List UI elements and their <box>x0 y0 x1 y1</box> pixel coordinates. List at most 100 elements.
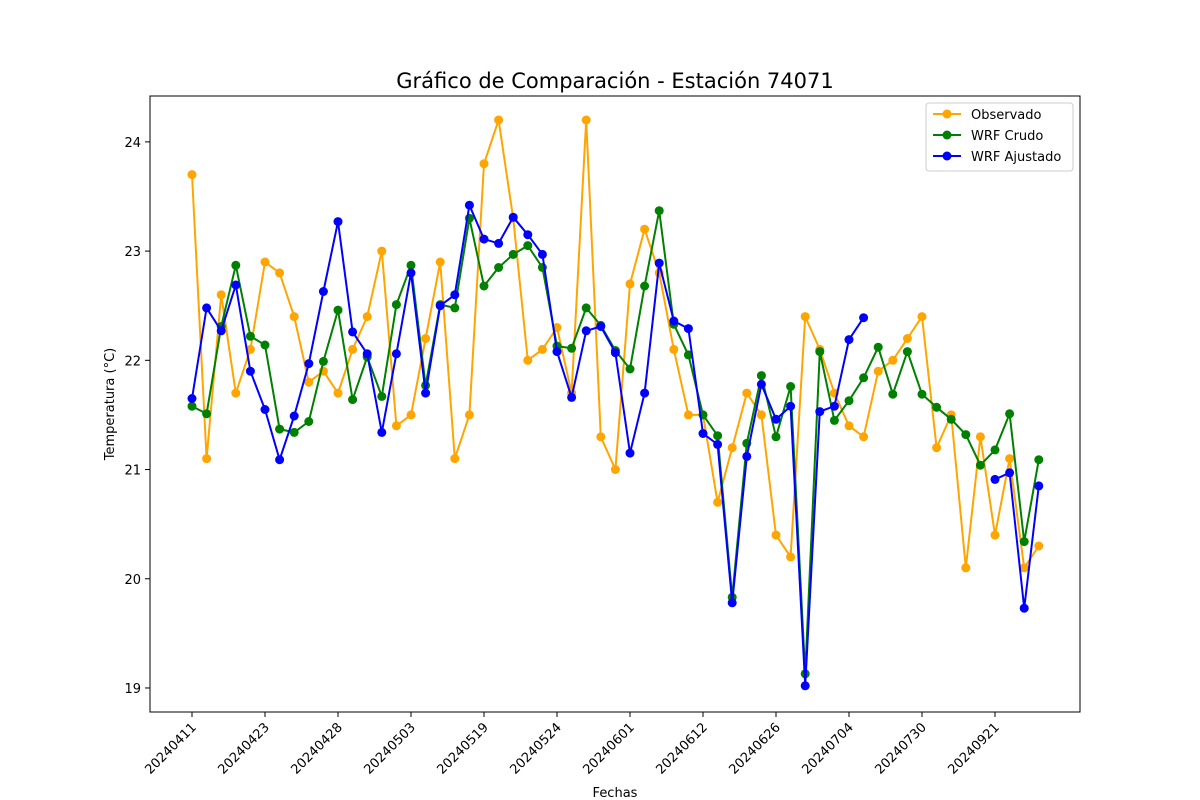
data-point-observado <box>990 530 1000 540</box>
data-point-wrf-ajustado <box>333 217 343 227</box>
data-point-wrf-ajustado <box>202 303 212 313</box>
y-tick-label: 20 <box>124 573 141 588</box>
x-tick-label: 20240704 <box>799 720 856 777</box>
chart-title: Gráfico de Comparación - Estación 74071 <box>396 69 833 93</box>
data-point-observado <box>961 563 971 573</box>
data-point-wrf-ajustado <box>377 427 387 437</box>
data-point-wrf-crudo <box>990 445 1000 455</box>
y-tick-label: 19 <box>124 682 141 697</box>
legend-item-observado: Observado <box>933 108 1042 123</box>
data-point-wrf-ajustado <box>859 313 869 323</box>
data-point-observado <box>421 334 431 343</box>
data-point-wrf-crudo <box>815 347 825 357</box>
data-point-observado <box>537 344 547 354</box>
data-point-wrf-crudo <box>333 305 343 315</box>
data-point-observado <box>975 432 985 442</box>
data-point-wrf-crudo <box>1034 455 1044 465</box>
data-point-observado <box>727 443 737 453</box>
legend: Observado WRF Crudo WRF Ajustado <box>925 102 1074 172</box>
data-point-wrf-crudo <box>479 281 489 291</box>
data-point-observado <box>450 454 460 464</box>
data-point-wrf-crudo <box>494 263 504 272</box>
data-point-observado <box>640 224 650 234</box>
data-point-wrf-ajustado <box>713 439 723 449</box>
data-point-wrf-crudo <box>377 391 387 401</box>
data-point-wrf-ajustado <box>990 474 1000 484</box>
x-axis-title: Fechas <box>593 786 638 800</box>
data-point-observado <box>844 421 854 431</box>
data-point-wrf-ajustado <box>348 327 358 337</box>
x-tick-label: 20240423 <box>215 720 272 777</box>
series-wrf-ajustado <box>187 200 1044 691</box>
data-point-wrf-crudo <box>567 343 577 353</box>
y-tick-label: 23 <box>124 245 141 260</box>
data-point-wrf-crudo <box>304 417 314 426</box>
data-point-observado <box>669 344 679 354</box>
data-point-observado <box>464 410 474 420</box>
data-point-wrf-crudo <box>654 206 664 216</box>
data-point-observado <box>391 421 401 431</box>
data-point-wrf-ajustado <box>552 347 562 357</box>
data-point-wrf-ajustado <box>523 230 533 240</box>
data-point-wrf-crudo <box>1019 537 1029 547</box>
x-tick-label: 20240524 <box>507 720 564 777</box>
data-point-wrf-crudo <box>975 460 985 470</box>
x-tick-label: 20240411 <box>142 720 199 777</box>
data-point-wrf-crudo <box>231 260 241 270</box>
data-point-wrf-ajustado <box>362 349 372 359</box>
legend-marker-wrf-ajustado <box>942 151 952 161</box>
data-point-observado <box>435 257 445 267</box>
data-point-observado <box>479 159 489 169</box>
data-point-wrf-crudo <box>844 396 854 406</box>
data-point-observado <box>756 410 766 420</box>
data-point-wrf-crudo <box>391 300 401 310</box>
series-observado <box>187 115 1044 573</box>
legend-marker-wrf-crudo <box>942 130 952 140</box>
data-point-wrf-crudo <box>873 342 883 352</box>
data-point-wrf-ajustado <box>596 322 606 331</box>
data-point-wrf-ajustado <box>464 200 474 210</box>
data-point-observado <box>902 334 912 343</box>
data-point-wrf-crudo <box>406 260 416 270</box>
data-point-observado <box>1034 541 1044 551</box>
data-point-observado <box>260 257 270 267</box>
data-point-observado <box>683 410 693 420</box>
y-tick-label: 22 <box>124 354 141 369</box>
x-tick-label: 20240612 <box>653 720 710 777</box>
data-point-wrf-crudo <box>260 340 270 350</box>
data-point-wrf-crudo <box>829 415 839 425</box>
data-point-wrf-ajustado <box>829 401 839 411</box>
x-axis: 20240411 20240423 20240428 20240503 20240519… <box>142 712 1003 778</box>
data-point-wrf-crudo <box>275 424 285 434</box>
data-point-wrf-ajustado <box>450 290 460 300</box>
legend-frame <box>925 102 1074 172</box>
series-line-observado <box>191 119 1040 569</box>
legend-item-wrf-crudo: WRF Crudo <box>933 129 1043 144</box>
data-point-wrf-ajustado <box>815 407 825 417</box>
x-tick-label: 20240601 <box>580 720 637 777</box>
data-point-wrf-ajustado <box>318 287 328 296</box>
x-tick-label: 20240428 <box>288 720 345 777</box>
data-point-wrf-crudo <box>245 331 255 341</box>
legend-label-wrf-ajustado: WRF Ajustado <box>971 150 1061 165</box>
data-point-wrf-ajustado <box>231 280 241 290</box>
y-axis-title: Temperatura (°C) <box>103 348 118 461</box>
data-point-observado <box>231 388 241 398</box>
data-point-wrf-ajustado <box>669 316 679 326</box>
data-point-wrf-crudo <box>771 432 781 442</box>
data-point-observado <box>932 443 942 453</box>
data-point-wrf-ajustado <box>304 359 314 369</box>
data-point-observado <box>610 465 620 474</box>
data-point-wrf-ajustado <box>1019 603 1029 613</box>
data-point-wrf-ajustado <box>654 258 664 268</box>
x-tick-label: 20240921 <box>945 720 1002 777</box>
y-tick-label: 24 <box>124 136 141 151</box>
data-point-wrf-crudo <box>187 401 197 411</box>
data-point-wrf-ajustado <box>1034 481 1044 491</box>
data-point-wrf-ajustado <box>756 379 766 389</box>
data-point-wrf-ajustado <box>289 411 299 421</box>
data-point-observado <box>362 312 372 322</box>
data-point-wrf-crudo <box>917 389 927 399</box>
